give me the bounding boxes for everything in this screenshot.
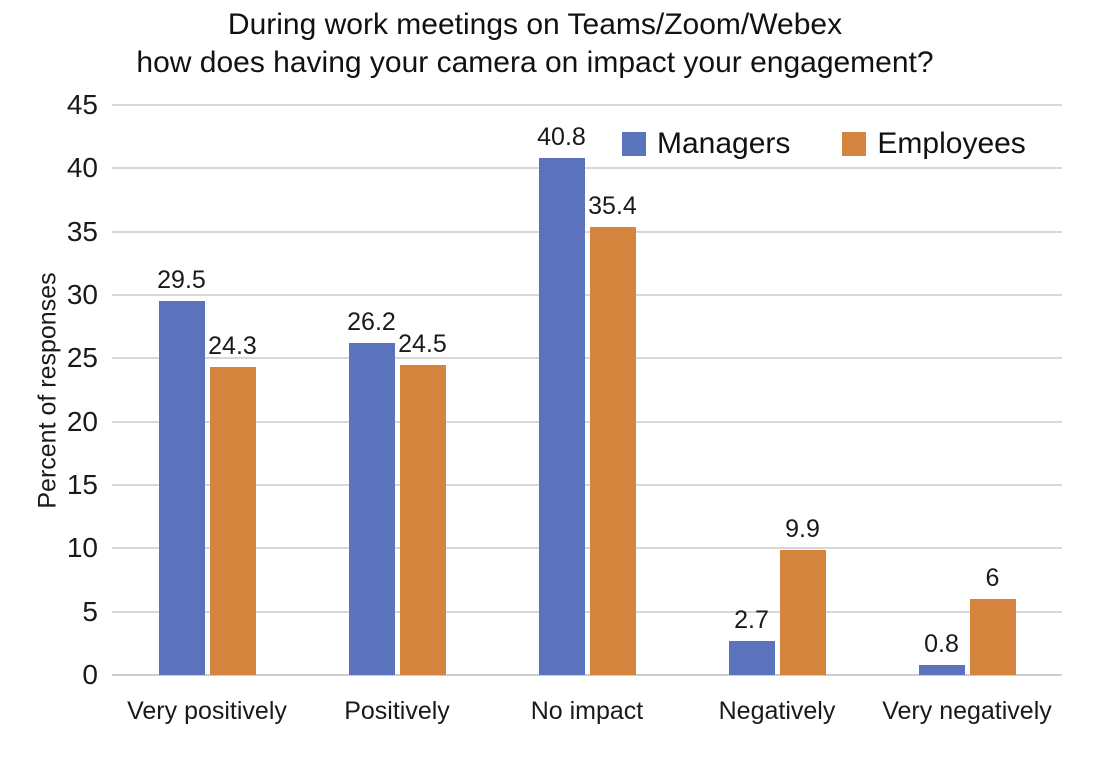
gridline-5 <box>112 610 1062 613</box>
bar-managers-3 <box>538 158 585 675</box>
gridline-20 <box>112 420 1062 423</box>
gridline-25 <box>112 357 1062 360</box>
legend-label-employees: Employees <box>877 127 1026 160</box>
x-axis-label-4: Negatively <box>718 697 836 725</box>
bar-managers-4 <box>728 640 775 675</box>
legend-label-managers: Managers <box>657 127 791 160</box>
y-tick-label-10: 10 <box>66 532 98 564</box>
bar-managers-5 <box>918 664 965 675</box>
gridline-45 <box>112 104 1062 106</box>
y-tick-label-25: 25 <box>66 342 98 374</box>
gridline-30 <box>112 294 1062 296</box>
y-tick-label-35: 35 <box>66 215 98 247</box>
x-axis-label-2: Positively <box>344 697 450 725</box>
value-label-employees-1: 24.3 <box>208 332 257 361</box>
gridline-15 <box>112 484 1062 486</box>
gridline-40 <box>112 167 1062 170</box>
gridline-10 <box>112 547 1062 550</box>
y-tick-label-40: 40 <box>66 152 98 184</box>
value-label-managers-3: 40.8 <box>537 123 586 152</box>
x-axis-label-3: No impact <box>530 697 644 725</box>
bar-employees-1 <box>209 367 256 675</box>
bar-employees-4 <box>779 549 826 675</box>
y-tick-label-15: 15 <box>66 469 98 500</box>
legend-item-managers: Managers <box>622 127 790 161</box>
y-tick-label-20: 20 <box>66 405 98 437</box>
chart-title-line-2: how does having your camera on impact yo… <box>136 46 934 79</box>
y-tick-label-30: 30 <box>66 279 98 310</box>
y-tick-label-0: 0 <box>82 659 98 690</box>
legend-item-employees: Employees <box>842 127 1026 161</box>
bar-employees-3 <box>589 226 636 675</box>
employees-swatch-icon <box>842 132 867 156</box>
value-label-employees-4: 9.9 <box>785 514 820 543</box>
bar-managers-2 <box>348 343 395 675</box>
y-axis-title: Percent of responses <box>33 272 62 509</box>
bar-employees-5 <box>969 599 1016 675</box>
legend: Managers Employees <box>622 127 1026 161</box>
chart-title: During work meetings on Teams/Zoom/Webex… <box>0 6 1070 82</box>
y-tick-label-45: 45 <box>66 89 98 120</box>
bar-managers-1 <box>158 301 205 675</box>
value-label-employees-3: 35.4 <box>588 191 637 220</box>
value-label-managers-5: 0.8 <box>924 629 959 658</box>
managers-swatch-icon <box>622 132 646 156</box>
value-label-employees-2: 24.5 <box>398 329 447 358</box>
plot-area: 0 5 10 15 20 25 30 35 40 45 29.5 24.3 Very positivel… <box>67 89 1062 725</box>
x-axis-label-1: Very positively <box>127 697 287 725</box>
value-label-managers-1: 29.5 <box>157 266 206 295</box>
bar-employees-2 <box>399 364 446 675</box>
value-label-managers-4: 2.7 <box>734 605 769 634</box>
x-axis-label-5: Very negatively <box>882 697 1052 725</box>
gridline-0 <box>112 674 1062 676</box>
chart-title-line-1: During work meetings on Teams/Zoom/Webex <box>227 8 843 41</box>
y-tick-label-5: 5 <box>82 595 98 627</box>
value-label-employees-5: 6 <box>985 564 1000 592</box>
value-label-managers-2: 26.2 <box>347 308 396 337</box>
gridline-35 <box>112 230 1062 233</box>
